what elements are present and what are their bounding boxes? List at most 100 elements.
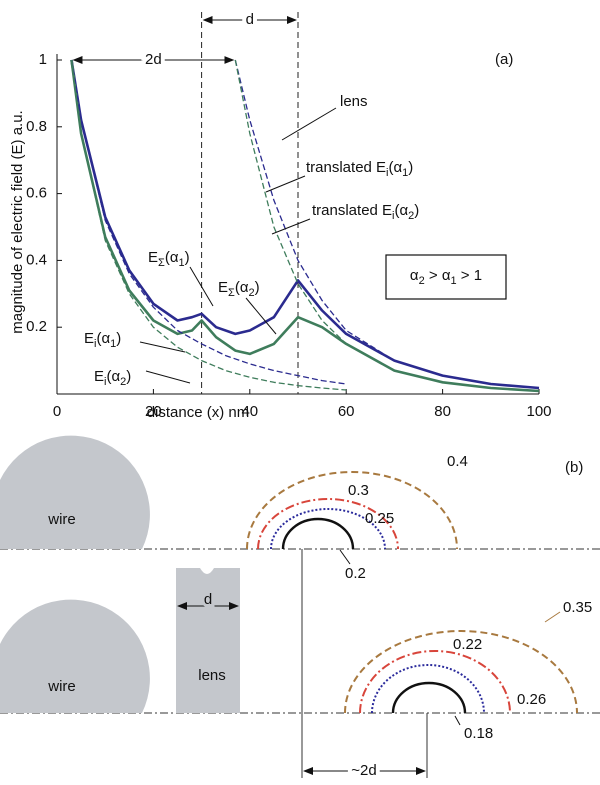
contour-label: 0.26 [517, 691, 546, 708]
wire-label: wire [47, 678, 76, 695]
x-tick-label: 0 [53, 403, 61, 420]
series-label: EΣ(α2) [218, 279, 260, 299]
series-label-sub: i [94, 338, 96, 350]
series-label-part: (α [165, 249, 179, 266]
contour [270, 508, 386, 550]
leader [339, 549, 351, 565]
y-tick-label: 0.4 [26, 251, 47, 268]
series-label-sub: i [104, 376, 106, 388]
leader [265, 175, 306, 193]
condition-label: α2 > α1 > 1 [410, 267, 482, 287]
lens-label: lens [340, 93, 368, 110]
leader [145, 370, 191, 384]
series-label: EΣ(α1) [148, 249, 190, 269]
wire-label: wire [47, 511, 76, 528]
panel-label: (b) [565, 459, 583, 476]
x-tick-label: 80 [434, 403, 451, 420]
series-label-part: translated E [306, 159, 386, 176]
dimension-label: d [246, 11, 254, 28]
x-tick-label: 60 [338, 403, 355, 420]
x-axis-label: distance (x) nm [147, 404, 250, 421]
series-label: translated Ei(α1) [306, 159, 413, 179]
contour [257, 498, 399, 550]
condition-box [385, 254, 507, 300]
series-label: Ei(α1) [84, 330, 121, 350]
series-label-sub: Σ [228, 287, 235, 299]
series-line [70, 59, 347, 385]
series-label-sub: 1 [402, 167, 408, 179]
series-label-part: ) [116, 330, 121, 347]
lens-label: lens [198, 667, 226, 684]
series-label-sub: Σ [158, 257, 165, 269]
contour [246, 471, 458, 550]
series-line [70, 59, 347, 391]
series-line [234, 59, 540, 392]
x-tick-label: 40 [241, 403, 258, 420]
leader [189, 266, 214, 307]
wire [0, 599, 150, 713]
wire [0, 435, 150, 549]
series-label: translated Ei(α2) [312, 202, 419, 222]
series-label-sub: 1 [110, 338, 116, 350]
series-label-part: translated E [312, 202, 392, 219]
x-tick-label: 20 [145, 403, 162, 420]
series-label-part: ) [408, 159, 413, 176]
condition-label-sub: 1 [451, 275, 457, 287]
contour [281, 517, 355, 550]
contour-label: 0.2 [345, 565, 366, 582]
diagram: (b) wire wire d lens ~2d 0.4 0.3 0.25 0.… [0, 435, 600, 783]
series-label-sub: 2 [408, 210, 414, 222]
series-label-part: (α [235, 279, 249, 296]
contour-label: 0.22 [453, 636, 482, 653]
contour [391, 681, 467, 714]
condition-label-part: > α [425, 267, 451, 284]
series-label: Ei(α2) [94, 368, 131, 388]
series-label-part: E [94, 368, 104, 385]
leader [271, 218, 311, 235]
dimension-label: 2d [145, 51, 162, 68]
series-label-part: (α [395, 202, 409, 219]
dimension-label: ~2d [351, 762, 376, 779]
series-line [70, 59, 540, 393]
contour [344, 630, 578, 714]
series-label-part: E [84, 330, 94, 347]
series-label-sub: 2 [249, 287, 255, 299]
leader [281, 107, 337, 141]
series-label-part: ) [126, 368, 131, 385]
series-line [234, 59, 540, 389]
contour [371, 664, 485, 714]
series-label-part: (α [389, 159, 403, 176]
y-tick-label: 0.6 [26, 185, 47, 202]
y-axis-label: magnitude of electric field (E) a.u. [9, 110, 26, 333]
dimension-label: d [204, 591, 212, 608]
y-tick-label: 0.8 [26, 118, 47, 135]
condition-label-part: α [410, 267, 419, 284]
series-line [70, 59, 540, 390]
y-tick-label: 0.2 [26, 318, 47, 335]
lens [176, 568, 240, 713]
leader [454, 715, 461, 726]
contour-label: 0.18 [464, 725, 493, 742]
contour-label: 0.4 [447, 453, 468, 470]
contour [359, 650, 511, 714]
contour-label: 0.35 [563, 599, 592, 616]
series-label-part: E [218, 279, 228, 296]
series-label-sub: i [386, 167, 388, 179]
panel-label: (a) [495, 51, 513, 68]
y-tick-label: 1 [39, 51, 47, 68]
series-label-part: (α [96, 330, 110, 347]
condition-label-sub: 2 [419, 275, 425, 287]
series-label-sub: 2 [120, 376, 126, 388]
condition-label-part: > 1 [457, 267, 482, 284]
contour-label: 0.3 [348, 482, 369, 499]
series-label-part: ) [414, 202, 419, 219]
leader [245, 297, 277, 335]
leader [544, 611, 561, 623]
series-label-part: ) [185, 249, 190, 266]
leader [139, 341, 186, 353]
series-label-sub: 1 [179, 257, 185, 269]
series-label-part: ) [255, 279, 260, 296]
series-label-part: (α [106, 368, 120, 385]
series-label-part: E [148, 249, 158, 266]
